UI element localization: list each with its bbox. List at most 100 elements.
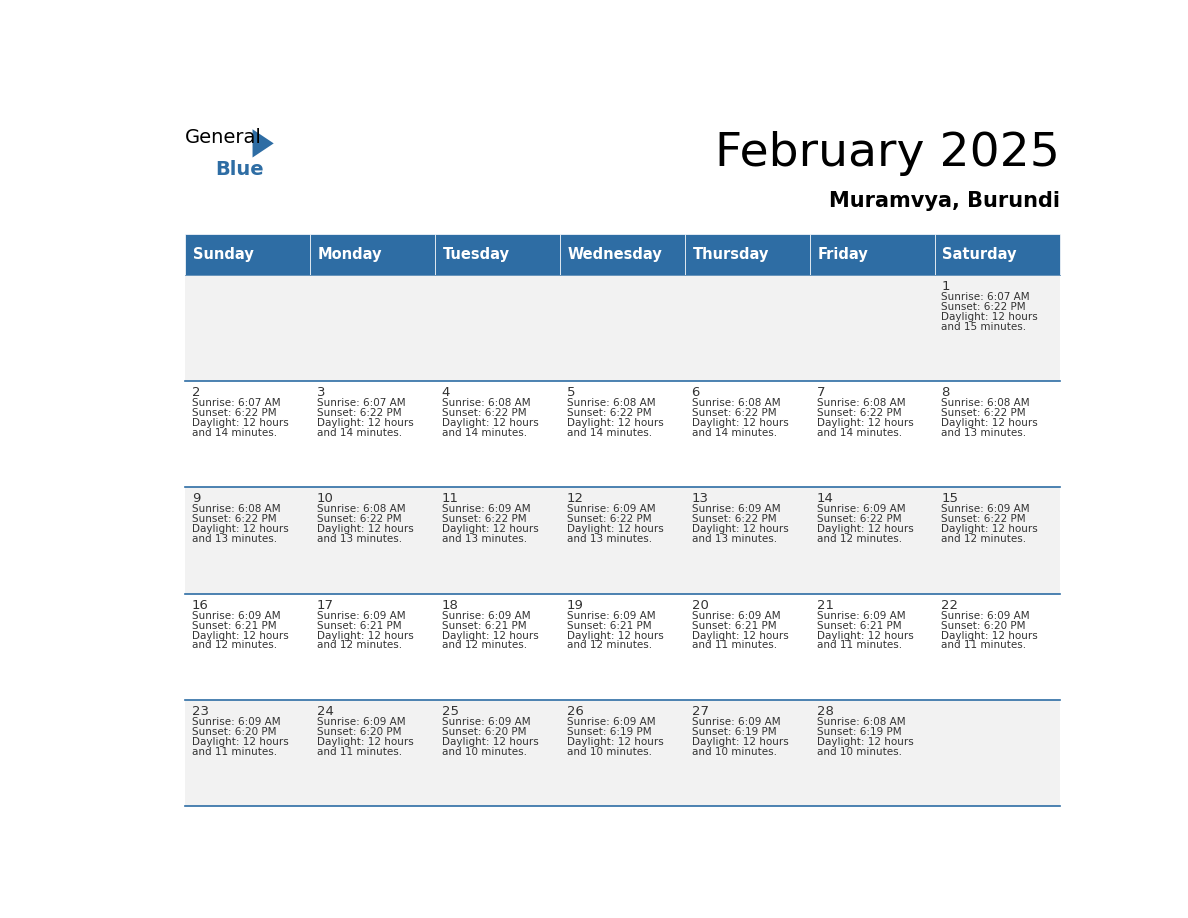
Text: Sunrise: 6:09 AM: Sunrise: 6:09 AM — [691, 717, 781, 727]
Bar — [685, 274, 810, 381]
Text: Sunrise: 6:09 AM: Sunrise: 6:09 AM — [191, 717, 280, 727]
Text: Daylight: 12 hours: Daylight: 12 hours — [191, 737, 289, 747]
Text: Sunset: 6:22 PM: Sunset: 6:22 PM — [941, 408, 1026, 418]
Text: Daylight: 12 hours: Daylight: 12 hours — [442, 631, 538, 641]
Bar — [435, 234, 561, 274]
Text: Daylight: 12 hours: Daylight: 12 hours — [816, 737, 914, 747]
Bar — [435, 274, 561, 381]
Text: 3: 3 — [317, 386, 326, 399]
Text: Wednesday: Wednesday — [568, 247, 662, 262]
Bar — [810, 487, 935, 594]
Text: 18: 18 — [442, 599, 459, 611]
Bar — [185, 700, 310, 806]
Bar — [310, 594, 435, 700]
Text: 28: 28 — [816, 705, 834, 718]
Text: and 15 minutes.: and 15 minutes. — [941, 321, 1026, 331]
Text: Sunrise: 6:09 AM: Sunrise: 6:09 AM — [816, 505, 905, 514]
Polygon shape — [253, 129, 273, 158]
Bar — [561, 381, 685, 487]
Text: Sunset: 6:22 PM: Sunset: 6:22 PM — [941, 302, 1026, 312]
Text: Sunrise: 6:07 AM: Sunrise: 6:07 AM — [191, 398, 280, 409]
Text: Daylight: 12 hours: Daylight: 12 hours — [691, 737, 789, 747]
Text: Sunrise: 6:08 AM: Sunrise: 6:08 AM — [816, 717, 905, 727]
Bar — [185, 381, 310, 487]
Bar — [810, 700, 935, 806]
Text: Sunset: 6:22 PM: Sunset: 6:22 PM — [191, 514, 277, 524]
Text: Sunrise: 6:08 AM: Sunrise: 6:08 AM — [442, 398, 530, 409]
Text: Daylight: 12 hours: Daylight: 12 hours — [317, 524, 413, 534]
Text: 24: 24 — [317, 705, 334, 718]
Bar — [935, 274, 1060, 381]
Text: Tuesday: Tuesday — [443, 247, 510, 262]
Text: Sunset: 6:20 PM: Sunset: 6:20 PM — [317, 727, 402, 737]
Text: and 10 minutes.: and 10 minutes. — [691, 746, 777, 756]
Text: Daylight: 12 hours: Daylight: 12 hours — [691, 631, 789, 641]
Text: and 10 minutes.: and 10 minutes. — [816, 746, 902, 756]
Bar — [310, 274, 435, 381]
Text: 23: 23 — [191, 705, 209, 718]
Bar — [935, 487, 1060, 594]
Text: Sunset: 6:21 PM: Sunset: 6:21 PM — [191, 621, 277, 631]
Bar — [935, 594, 1060, 700]
Bar — [561, 594, 685, 700]
Text: Sunset: 6:22 PM: Sunset: 6:22 PM — [941, 514, 1026, 524]
Text: and 12 minutes.: and 12 minutes. — [442, 641, 526, 651]
Text: Sunset: 6:22 PM: Sunset: 6:22 PM — [816, 514, 902, 524]
Bar — [185, 594, 310, 700]
Text: and 13 minutes.: and 13 minutes. — [567, 534, 652, 544]
Text: Sunrise: 6:09 AM: Sunrise: 6:09 AM — [941, 610, 1030, 621]
Text: Blue: Blue — [215, 160, 264, 179]
Text: Daylight: 12 hours: Daylight: 12 hours — [442, 737, 538, 747]
Text: Sunrise: 6:07 AM: Sunrise: 6:07 AM — [941, 292, 1030, 302]
Text: 2: 2 — [191, 386, 201, 399]
Text: Daylight: 12 hours: Daylight: 12 hours — [691, 524, 789, 534]
Text: and 11 minutes.: and 11 minutes. — [941, 641, 1026, 651]
Text: Daylight: 12 hours: Daylight: 12 hours — [941, 524, 1038, 534]
Text: and 14 minutes.: and 14 minutes. — [191, 428, 277, 438]
Bar — [561, 487, 685, 594]
Text: Sunset: 6:22 PM: Sunset: 6:22 PM — [317, 514, 402, 524]
Text: and 14 minutes.: and 14 minutes. — [816, 428, 902, 438]
Text: Daylight: 12 hours: Daylight: 12 hours — [941, 311, 1038, 321]
Text: and 13 minutes.: and 13 minutes. — [691, 534, 777, 544]
Bar — [185, 234, 310, 274]
Bar — [810, 234, 935, 274]
Text: Daylight: 12 hours: Daylight: 12 hours — [191, 524, 289, 534]
Text: Sunrise: 6:09 AM: Sunrise: 6:09 AM — [567, 610, 656, 621]
Text: Daylight: 12 hours: Daylight: 12 hours — [691, 418, 789, 428]
Text: Sunrise: 6:09 AM: Sunrise: 6:09 AM — [317, 610, 405, 621]
Text: Sunset: 6:22 PM: Sunset: 6:22 PM — [442, 514, 526, 524]
Text: Daylight: 12 hours: Daylight: 12 hours — [317, 631, 413, 641]
Bar — [310, 487, 435, 594]
Text: 4: 4 — [442, 386, 450, 399]
Text: and 14 minutes.: and 14 minutes. — [567, 428, 652, 438]
Text: Sunset: 6:21 PM: Sunset: 6:21 PM — [442, 621, 526, 631]
Bar — [185, 487, 310, 594]
Bar — [935, 381, 1060, 487]
Text: Sunrise: 6:07 AM: Sunrise: 6:07 AM — [317, 398, 405, 409]
Bar — [561, 700, 685, 806]
Text: and 12 minutes.: and 12 minutes. — [317, 641, 402, 651]
Text: 13: 13 — [691, 492, 708, 506]
Text: Sunset: 6:21 PM: Sunset: 6:21 PM — [567, 621, 651, 631]
Text: 1: 1 — [941, 280, 950, 293]
Text: Thursday: Thursday — [693, 247, 769, 262]
Text: Sunrise: 6:09 AM: Sunrise: 6:09 AM — [691, 610, 781, 621]
Text: Sunrise: 6:09 AM: Sunrise: 6:09 AM — [442, 717, 530, 727]
Bar — [561, 274, 685, 381]
Text: 25: 25 — [442, 705, 459, 718]
Text: 20: 20 — [691, 599, 708, 611]
Text: Sunset: 6:19 PM: Sunset: 6:19 PM — [691, 727, 776, 737]
Text: Sunset: 6:21 PM: Sunset: 6:21 PM — [691, 621, 776, 631]
Text: Sunrise: 6:09 AM: Sunrise: 6:09 AM — [317, 717, 405, 727]
Text: Friday: Friday — [817, 247, 868, 262]
Text: Saturday: Saturday — [942, 247, 1017, 262]
Text: Daylight: 12 hours: Daylight: 12 hours — [816, 524, 914, 534]
Text: Sunrise: 6:09 AM: Sunrise: 6:09 AM — [191, 610, 280, 621]
Text: 27: 27 — [691, 705, 708, 718]
Text: 7: 7 — [816, 386, 824, 399]
Text: Sunrise: 6:09 AM: Sunrise: 6:09 AM — [691, 505, 781, 514]
Text: 21: 21 — [816, 599, 834, 611]
Text: Daylight: 12 hours: Daylight: 12 hours — [567, 418, 663, 428]
Text: Sunset: 6:22 PM: Sunset: 6:22 PM — [816, 408, 902, 418]
